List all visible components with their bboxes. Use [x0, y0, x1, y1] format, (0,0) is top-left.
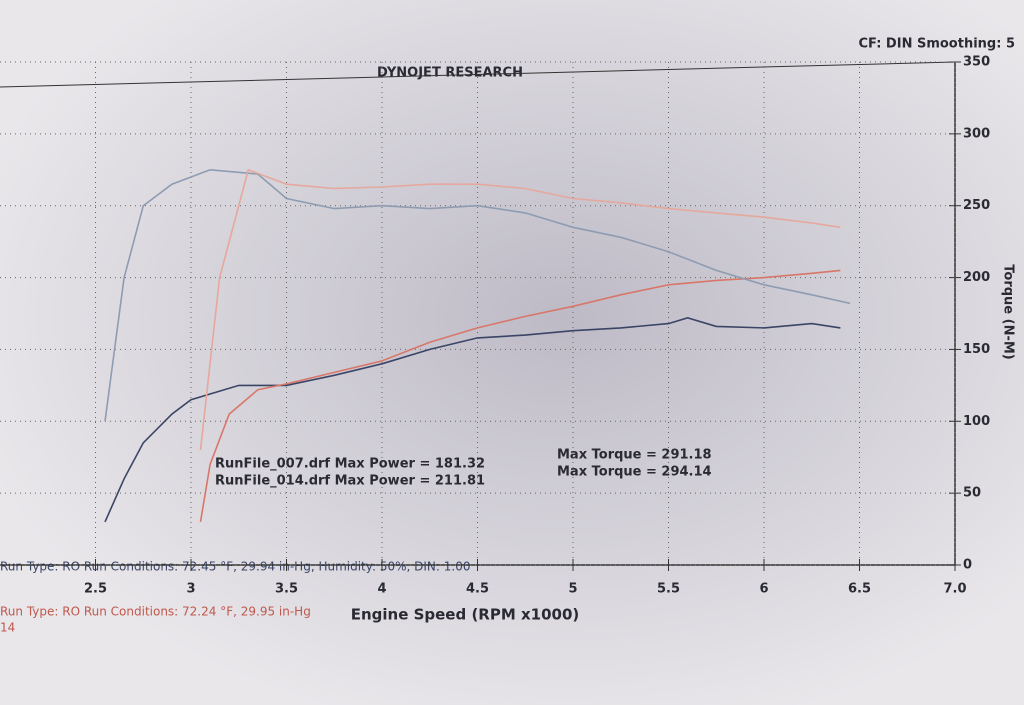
series-line [104, 316, 841, 523]
y-axis-label: Torque (N-M) [1001, 264, 1016, 359]
y-tick-label: 200 [963, 270, 990, 285]
run-number: 14 [0, 621, 15, 635]
y-tick-label: 350 [963, 55, 990, 70]
x-tick-label: 7.0 [943, 582, 966, 597]
x-tick-label: 5 [568, 582, 577, 597]
run-conditions: Run Type: RO Run Conditions: 72.45 °F, 2… [0, 560, 470, 574]
x-tick-label: 6.5 [848, 582, 871, 597]
x-tick-label: 3.5 [275, 582, 298, 597]
series-line [199, 168, 841, 451]
x-tick-label: 3 [186, 582, 195, 597]
annotation: Max Torque = 291.18 [557, 448, 712, 463]
x-axis-label: Engine Speed (RPM x1000) [351, 606, 580, 624]
x-tick-label: 2.5 [84, 582, 107, 597]
annotation: RunFile_007.drf Max Power = 181.32 [215, 457, 485, 472]
series-line [104, 168, 851, 422]
y-tick-label: 250 [963, 198, 990, 213]
y-tick-label: 0 [963, 558, 972, 573]
x-tick-label: 4 [377, 582, 386, 597]
series-line [199, 269, 841, 523]
y-tick-label: 50 [963, 486, 981, 501]
y-tick-label: 150 [963, 342, 990, 357]
x-tick-label: 5.5 [657, 582, 680, 597]
annotation: RunFile_014.drf Max Power = 211.81 [215, 474, 485, 489]
chart-title: DYNOJET RESEARCH [377, 66, 523, 81]
y-tick-label: 300 [963, 126, 990, 141]
x-tick-label: 6 [759, 582, 768, 597]
frame-line [0, 61, 956, 88]
x-tick-label: 4.5 [466, 582, 489, 597]
chart-subtitle: CF: DIN Smoothing: 5 [859, 37, 1016, 52]
run-conditions: Run Type: RO Run Conditions: 72.24 °F, 2… [0, 605, 311, 619]
y-tick-label: 100 [963, 414, 990, 429]
annotation: Max Torque = 294.14 [557, 465, 712, 480]
